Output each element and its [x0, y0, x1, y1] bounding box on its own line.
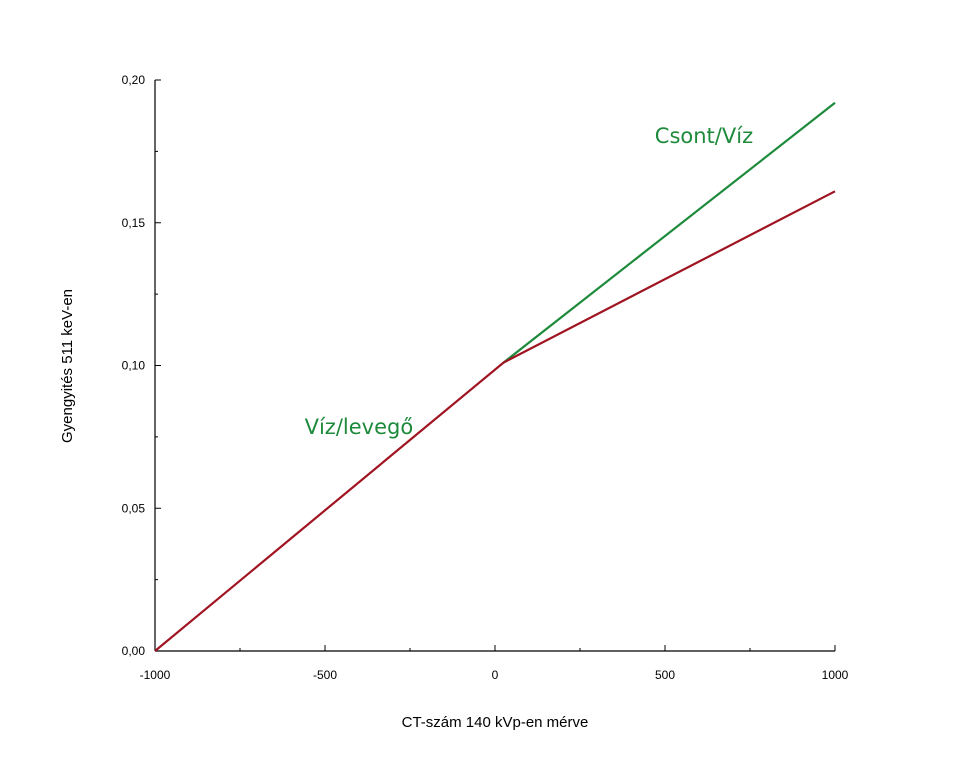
y-tick-label: 0,05	[122, 501, 146, 515]
labels: CT-szám 140 kVp-en mérve Gyengyités 511 …	[59, 289, 588, 731]
y-tick-label: 0,00	[122, 644, 146, 658]
x-tick-label: 0	[492, 668, 499, 682]
annotation-label-1: Csont/Víz	[655, 124, 753, 148]
x-tick-label: 500	[655, 668, 675, 682]
series-line-2	[154, 190, 836, 652]
x-axis-title: CT-szám 140 kVp-en mérve	[402, 714, 589, 731]
series-line-1	[502, 101, 836, 364]
x-tick-label: -500	[313, 668, 337, 682]
axes: 0,00 0,05 0,10 0,15 0,20 -1000 -500 0 500 1000	[122, 73, 849, 682]
annotation-label-2: Víz/levegő	[305, 415, 414, 439]
x-tick-label: 1000	[822, 668, 849, 682]
series-layer	[154, 101, 836, 652]
y-tick-label: 0,20	[122, 73, 146, 87]
annotation-layer: Csont/Víz Víz/levegő	[305, 124, 753, 439]
y-tick-label: 0,10	[122, 359, 146, 373]
x-tick-label: -1000	[140, 668, 171, 682]
y-axis-title: Gyengyités 511 keV-en	[59, 289, 76, 443]
y-tick-label: 0,15	[122, 216, 146, 230]
